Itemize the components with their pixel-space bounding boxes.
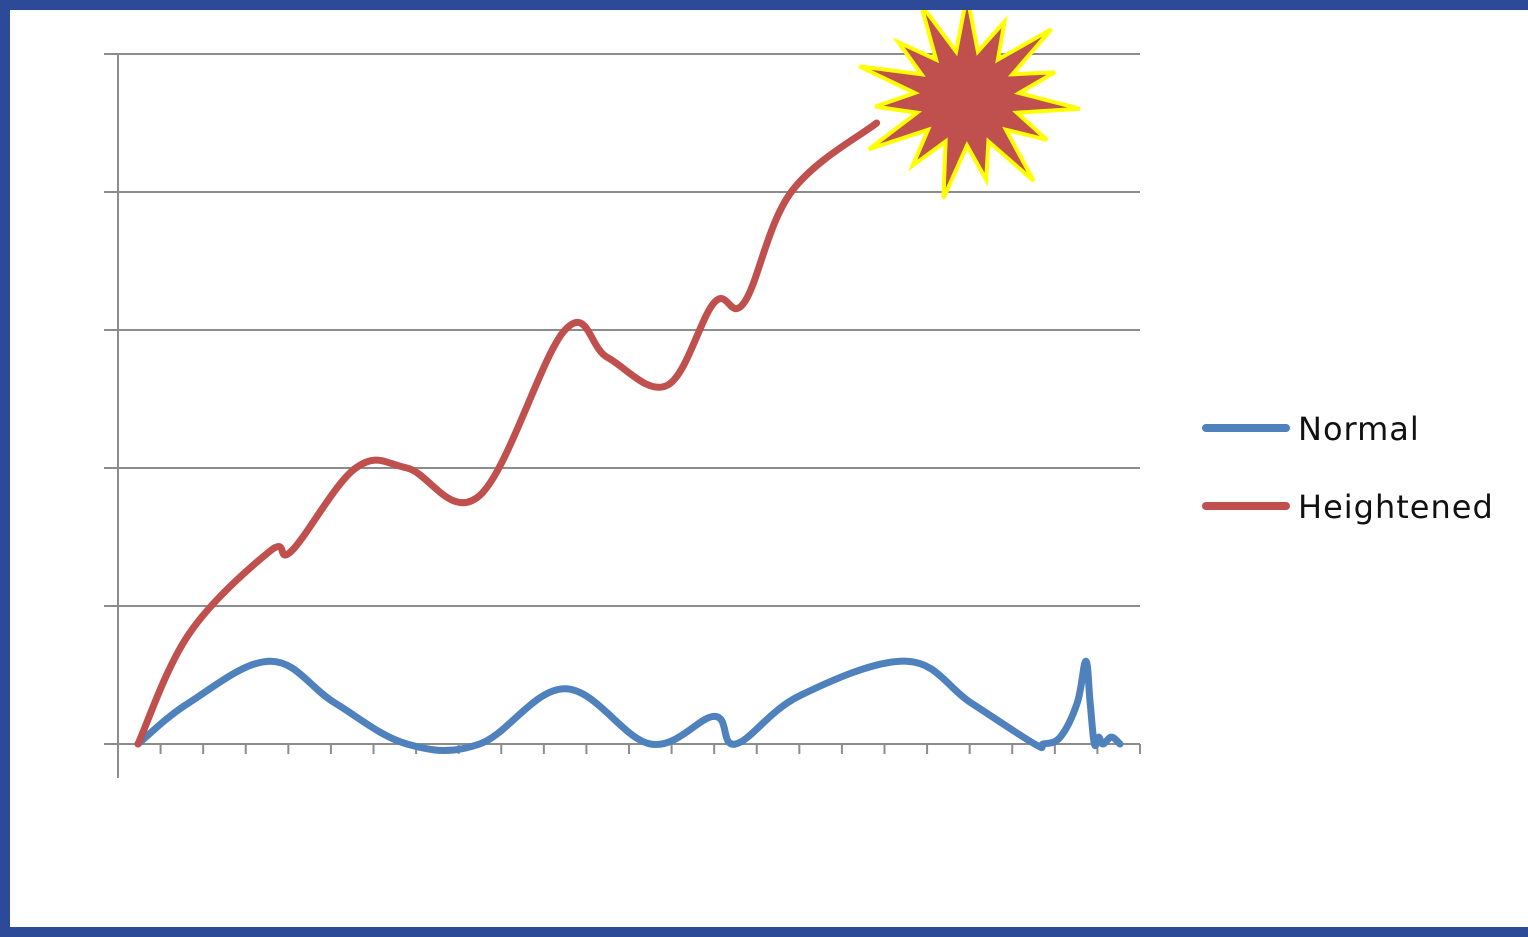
legend-label-normal: Normal [1298,410,1420,448]
line-chart: Normal Heightened [104,10,1494,778]
explosion-burst [858,10,1081,200]
legend-label-heightened: Heightened [1298,488,1494,526]
chart-frame: Normal Heightened [10,10,1528,927]
series-line-heightened [134,119,881,748]
series-line-normal [134,657,1124,755]
